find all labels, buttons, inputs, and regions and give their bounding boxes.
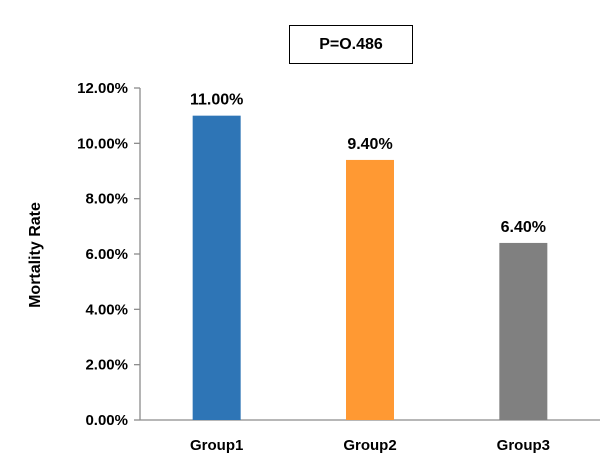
data-label: 11.00% — [190, 92, 243, 109]
bar-group3 — [499, 242, 548, 420]
x-tick-label: Group2 — [343, 437, 396, 454]
bar-group2 — [346, 159, 394, 420]
y-ticks: 0.00% 2.00% 4.00% 6.00% 8.00% 10.00% 12.00% — [77, 80, 140, 429]
data-label: 6.40% — [501, 219, 546, 236]
y-tick-label: 2.00% — [85, 357, 128, 374]
data-labels: 11.00% 9.40% 6.40% — [190, 92, 546, 236]
bar-group1 — [192, 115, 241, 421]
data-label: 9.40% — [347, 136, 392, 153]
y-tick-label: 10.00% — [77, 135, 128, 152]
p-value-annotation: P=O.486 — [289, 25, 413, 64]
x-tick-label: Group1 — [190, 437, 243, 454]
x-tick-labels: Group1 Group2 Group3 — [190, 437, 550, 454]
x-tick-label: Group3 — [497, 437, 550, 454]
bars — [192, 115, 548, 421]
y-tick-label: 12.00% — [77, 80, 128, 97]
y-tick-label: 0.00% — [85, 412, 128, 429]
y-tick-label: 8.00% — [85, 191, 128, 208]
y-tick-label: 6.00% — [85, 246, 128, 263]
y-axis-label: Mortality Rate — [27, 202, 44, 308]
y-tick-label: 4.00% — [85, 301, 128, 318]
